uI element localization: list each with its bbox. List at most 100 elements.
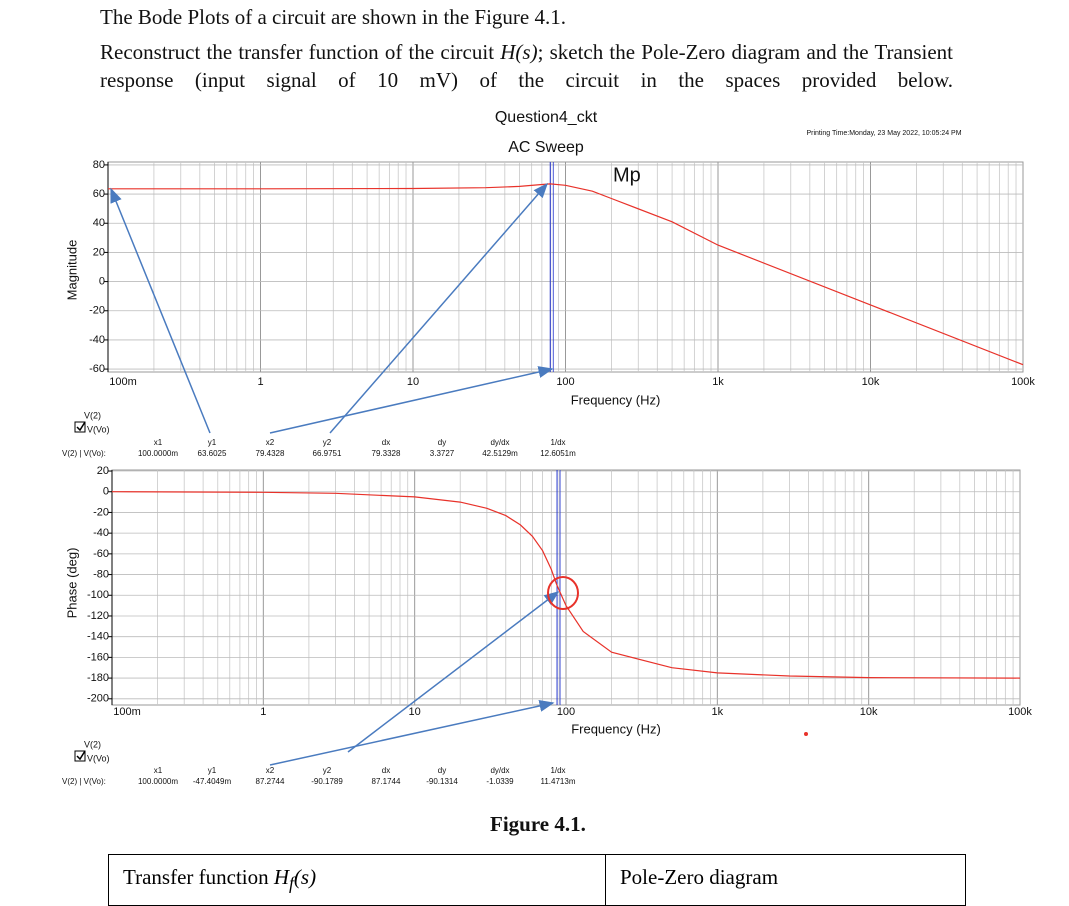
x-tick-label: 1k <box>712 376 724 388</box>
x-tick-label: 100 <box>557 706 575 718</box>
cursor-row-label: V(2) | V(Vo): <box>62 777 106 786</box>
cursor-header: 1/dx <box>550 438 565 447</box>
x-tick-label: 100 <box>556 376 574 388</box>
cursor-header: x1 <box>154 766 163 775</box>
figure-caption: Figure 4.1. <box>490 812 586 836</box>
cursor-header: y1 <box>208 438 217 447</box>
x-tick-label: 100k <box>1011 376 1035 388</box>
y-tick-label: -80 <box>93 568 109 580</box>
question-text: Reconstruct the transfer function of the… <box>100 38 953 94</box>
y-axis-label: Phase (deg) <box>64 548 79 619</box>
chart-title: Question4_ckt <box>495 109 598 126</box>
legend-title: V(2) <box>84 739 101 749</box>
table-cell: Pole-Zero diagram <box>606 855 792 905</box>
arrow <box>269 700 555 766</box>
y-tick-label: -20 <box>93 506 109 518</box>
cursor-header: x2 <box>266 766 275 775</box>
cursor-value: -47.4049m <box>193 777 232 786</box>
y-tick-label: -200 <box>87 693 109 705</box>
y-tick-label: -20 <box>89 305 105 317</box>
cursor-header: x1 <box>154 438 163 447</box>
cursor-value: 79.4328 <box>256 449 285 458</box>
cursor-value: 100.0000m <box>138 777 178 786</box>
legend-checkbox <box>74 750 86 762</box>
intro-text: The Bode Plots of a circuit are shown in… <box>100 5 566 29</box>
y-tick-label: -120 <box>87 610 109 622</box>
y-tick-label: 20 <box>93 246 105 258</box>
answer-table: Transfer function Hf(s) Pole-Zero diagra… <box>108 854 966 906</box>
annotation-arrows <box>110 182 560 766</box>
cursor-value: 100.0000m <box>138 449 178 458</box>
table-cell: Transfer function Hf(s) <box>109 855 606 905</box>
cursor-value: 12.6051m <box>540 449 576 458</box>
arrow <box>269 366 554 434</box>
cursor-header: 1/dx <box>550 766 565 775</box>
cursor-header: y2 <box>323 766 332 775</box>
annotation: Mp <box>613 164 641 186</box>
y-tick-label: 60 <box>93 188 105 200</box>
data-line <box>111 491 1021 679</box>
stray-dot <box>804 732 808 736</box>
cursor-value: 87.2744 <box>256 777 285 786</box>
highlight-circle <box>547 576 579 610</box>
question-math: H(s) <box>500 40 538 64</box>
cursor-header: dy/dx <box>490 438 509 447</box>
x-tick-label: 10k <box>860 706 878 718</box>
arrow <box>110 187 211 434</box>
y-tick-label: -60 <box>93 548 109 560</box>
legend-label: V(Vo) <box>87 753 110 763</box>
y-tick-label: -140 <box>87 631 109 643</box>
cursor-header: dy <box>438 766 446 775</box>
cursor-header: y1 <box>208 766 217 775</box>
y-tick-label: 20 <box>97 465 109 477</box>
y-tick-label: -180 <box>87 672 109 684</box>
y-axis-label: Magnitude <box>64 240 79 301</box>
y-tick-label: -100 <box>87 589 109 601</box>
chart-subtitle: AC Sweep <box>508 139 584 156</box>
x-tick-label: 1k <box>712 706 724 718</box>
x-axis-label: Frequency (Hz) <box>571 392 661 407</box>
question-part: ; sketch the Pole-Zero diagram and the T… <box>100 40 954 92</box>
y-tick-label: 80 <box>93 159 105 171</box>
y-tick-label: 0 <box>99 275 105 287</box>
cursor-value: 11.4713m <box>541 777 576 786</box>
arrow <box>329 182 548 434</box>
cursor-header: dx <box>382 438 390 447</box>
cursor-header: x2 <box>266 438 275 447</box>
cursor-row-label: V(2) | V(Vo): <box>62 449 106 458</box>
x-tick-label: 100m <box>109 376 137 388</box>
x-axis-label: Frequency (Hz) <box>571 721 661 736</box>
legend-check <box>76 750 86 761</box>
cell-text: Pole-Zero diagram <box>620 865 779 889</box>
y-tick-label: -40 <box>89 334 105 346</box>
data-line <box>108 183 1024 366</box>
cell-math: H <box>273 865 290 889</box>
legend-title: V(2) <box>84 410 101 420</box>
arrow <box>347 591 560 753</box>
cursor-value: 87.1744 <box>372 777 401 786</box>
y-tick-label: -60 <box>89 363 105 375</box>
cursor-header: dy/dx <box>490 766 509 775</box>
cursor-header: dx <box>382 766 390 775</box>
x-tick-label: 10k <box>862 376 880 388</box>
x-tick-label: 10 <box>409 706 421 718</box>
cell-math-sub: f <box>289 873 294 894</box>
cursor-header: dy <box>438 438 446 447</box>
x-tick-label: 100m <box>113 706 141 718</box>
legend-checkbox <box>74 421 86 433</box>
cell-text: Transfer function <box>123 865 269 889</box>
cursor-header: y2 <box>323 438 332 447</box>
x-tick-label: 1 <box>257 376 263 388</box>
x-tick-label: 100k <box>1008 706 1032 718</box>
cursor-value: 3.3727 <box>430 449 455 458</box>
question-part: Reconstruct the transfer function of the… <box>100 40 495 64</box>
cursor-value: 63.6025 <box>198 449 227 458</box>
y-tick-label: -40 <box>93 527 109 539</box>
printing-time: Printing Time:Monday, 23 May 2022, 10:05… <box>806 130 961 137</box>
cursor-value: -90.1314 <box>426 777 458 786</box>
legend-label: V(Vo) <box>87 424 110 434</box>
cursor-value: -90.1789 <box>311 777 343 786</box>
cursor-value: -1.0339 <box>486 777 514 786</box>
